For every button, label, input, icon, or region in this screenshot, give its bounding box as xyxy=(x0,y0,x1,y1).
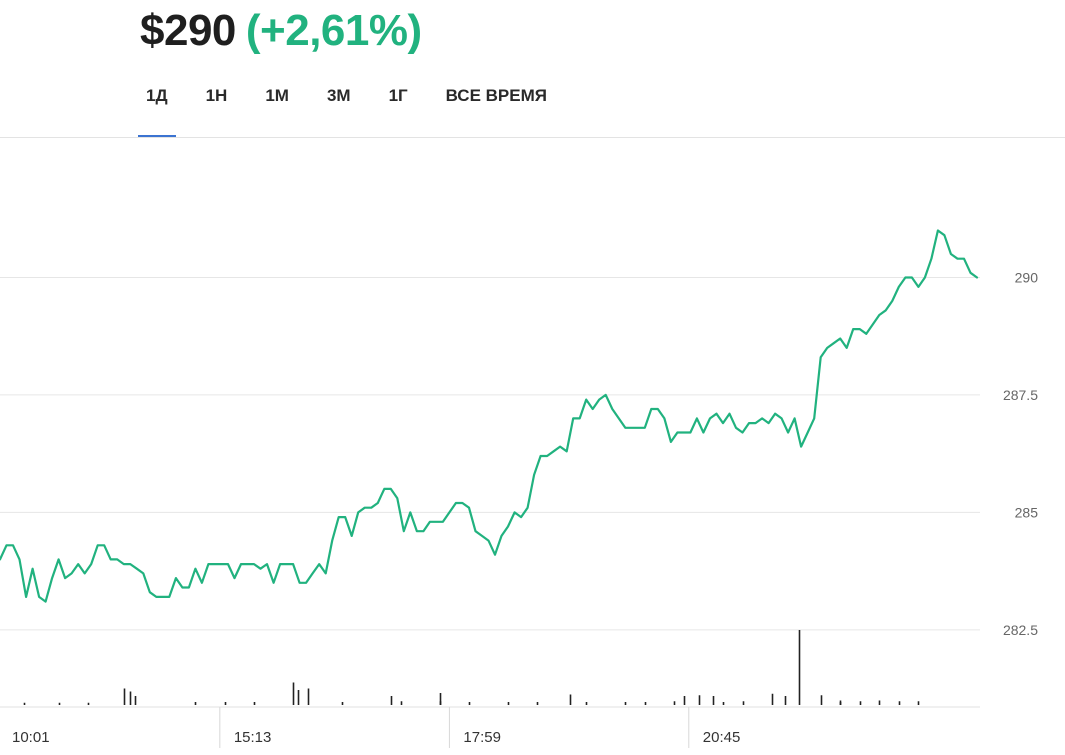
period-tabs: 1Д 1Н 1М 3М 1Г ВСЕ ВРЕМЯ xyxy=(138,76,577,138)
tabs-divider xyxy=(0,137,1065,138)
x-tick-label: 17:59 xyxy=(463,729,501,746)
x-tick-label: 20:45 xyxy=(703,729,741,746)
tab-all-time[interactable]: ВСЕ ВРЕМЯ xyxy=(445,86,547,105)
tab-1d[interactable]: 1Д xyxy=(138,76,176,138)
tab-1w[interactable]: 1Н xyxy=(205,86,228,105)
y-tick-label: 285 xyxy=(1015,504,1039,520)
tab-1y[interactable]: 1Г xyxy=(388,86,408,105)
price-change: (+2,61%) xyxy=(245,6,422,55)
price-header: $290 (+2,61%) xyxy=(140,6,422,62)
tab-1m[interactable]: 1М xyxy=(265,86,289,105)
tab-3m[interactable]: 3М xyxy=(326,86,351,105)
y-tick-label: 290 xyxy=(1015,269,1039,285)
y-tick-label: 282.5 xyxy=(1003,622,1038,638)
x-tick-label: 10:01 xyxy=(12,729,50,746)
y-tick-label: 287.5 xyxy=(1003,387,1038,403)
x-tick-label: 15:13 xyxy=(234,729,272,746)
current-price: $290 xyxy=(140,6,236,55)
price-line xyxy=(0,229,979,603)
